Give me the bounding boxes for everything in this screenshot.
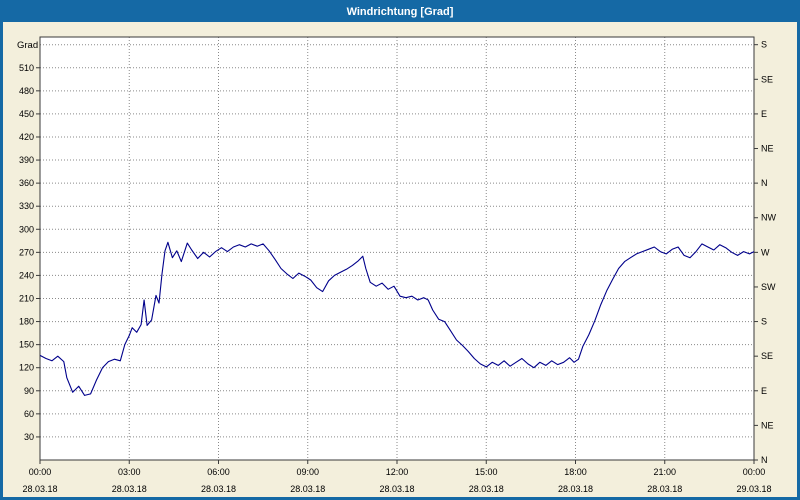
y-tick-label: 120 <box>19 363 34 373</box>
x-time-label: 21:00 <box>653 467 676 477</box>
window-titlebar[interactable]: Windrichtung [Grad] <box>3 3 797 22</box>
y-tick-label: 480 <box>19 86 34 96</box>
compass-tick-label: NE <box>761 144 774 154</box>
chart-area: Grad 30 60 90 120 150 180 210 240 270 300 330 360 390… <box>3 22 797 497</box>
x-date-label: 28.03.18 <box>201 484 236 494</box>
y-tick-label: 60 <box>24 409 34 419</box>
x-time-label: 00:00 <box>29 467 52 477</box>
x-time-label: 12:00 <box>386 467 409 477</box>
compass-tick-label: NE <box>761 420 774 430</box>
compass-tick-label: E <box>761 386 767 396</box>
y-axis-title: Grad <box>17 40 38 51</box>
compass-tick-label: E <box>761 109 767 119</box>
compass-tick-label: W <box>761 247 770 257</box>
x-date-label: 29.03.18 <box>736 484 771 494</box>
x-time-label: 03:00 <box>118 467 141 477</box>
y-tick-label: 240 <box>19 270 34 280</box>
y-tick-label: 180 <box>19 317 34 327</box>
y-tick-label: 450 <box>19 109 34 119</box>
wind-direction-line <box>39 241 755 396</box>
compass-tick-label: SE <box>761 351 773 361</box>
x-time-label: 15:00 <box>475 467 498 477</box>
compass-tick-label: SE <box>761 74 773 84</box>
compass-tick-label: N <box>761 178 768 188</box>
x-date-label: 28.03.18 <box>290 484 325 494</box>
y-tick-label: 90 <box>24 386 34 396</box>
x-date-label: 28.03.18 <box>112 484 147 494</box>
y-tick-label: 390 <box>19 155 34 165</box>
x-time-label: 09:00 <box>296 467 319 477</box>
compass-tick-label: NW <box>761 213 776 223</box>
y-tick-label: 360 <box>19 178 34 188</box>
x-date-label: 28.03.18 <box>469 484 504 494</box>
x-time-label: 18:00 <box>564 467 587 477</box>
x-time-label: 06:00 <box>207 467 230 477</box>
x-date-label: 28.03.18 <box>647 484 682 494</box>
x-date-label: 28.03.18 <box>22 484 57 494</box>
window-title: Windrichtung [Grad] <box>346 6 454 18</box>
y-tick-label: 420 <box>19 132 34 142</box>
compass-tick-label: SW <box>761 282 776 292</box>
x-date-label: 28.03.18 <box>379 484 414 494</box>
y-tick-label: 270 <box>19 247 34 257</box>
y-tick-label: 150 <box>19 340 34 350</box>
y-tick-label: 210 <box>19 293 34 303</box>
y-tick-label: 300 <box>19 224 34 234</box>
compass-tick-label: N <box>761 455 768 465</box>
plot-area <box>40 37 754 460</box>
y-tick-label: 330 <box>19 201 34 211</box>
x-time-label: 00:00 <box>743 467 766 477</box>
x-date-label: 28.03.18 <box>558 484 593 494</box>
compass-tick-label: S <box>761 317 767 327</box>
y-tick-label: 510 <box>19 63 34 73</box>
wind-direction-chart: Grad 30 60 90 120 150 180 210 240 270 300 330 360 390… <box>17 36 776 494</box>
compass-tick-label: S <box>761 40 767 50</box>
y-tick-label: 30 <box>24 432 34 442</box>
